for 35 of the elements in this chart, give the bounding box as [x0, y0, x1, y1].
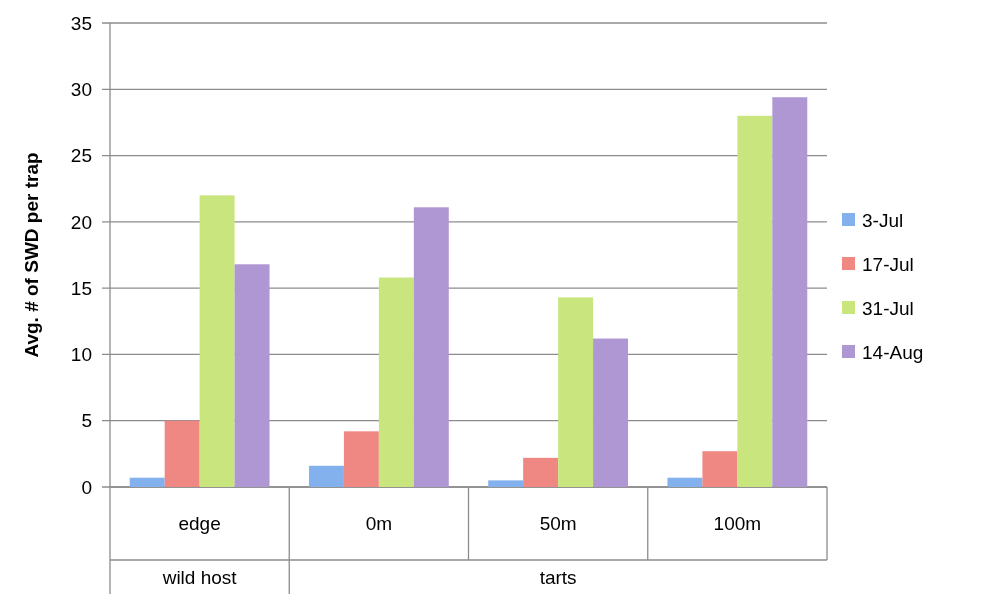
bar — [378, 277, 414, 487]
bar — [558, 297, 594, 487]
x-tick-label: 100m — [713, 513, 762, 534]
legend-label: 14-Aug — [862, 341, 924, 363]
bar — [737, 115, 773, 487]
bar — [234, 264, 270, 487]
text: wild host — [161, 567, 238, 588]
legend-label: 3-Jul — [862, 209, 904, 231]
x-tick-label: 50m — [539, 513, 577, 534]
y-tick-label: 35 — [70, 12, 92, 34]
bar — [772, 97, 808, 487]
y-tick-label: 5 — [81, 410, 92, 432]
y-tick-label: 20 — [70, 211, 92, 233]
bar — [488, 480, 524, 487]
y-tick-label: 30 — [70, 78, 92, 100]
y-tick-label: 15 — [70, 277, 92, 299]
bar — [593, 338, 629, 487]
legend-label: 17-Jul — [862, 253, 914, 275]
legend-label: 31-Jul — [862, 297, 914, 319]
bar — [667, 477, 703, 487]
y-tick-label: 0 — [81, 476, 92, 498]
bar — [199, 195, 235, 487]
bar — [523, 457, 559, 487]
x-tick-label: 0m — [365, 513, 393, 534]
y-axis-title: Avg. # of SWD per trap — [21, 152, 42, 358]
x-tick-label: edge — [178, 513, 221, 534]
bar — [164, 420, 200, 487]
y-tick-label: 25 — [70, 145, 92, 167]
bar — [413, 207, 449, 487]
y-tick-label: 10 — [70, 344, 92, 366]
bar — [343, 431, 379, 487]
bar — [308, 465, 344, 487]
text: tarts — [539, 567, 577, 588]
bar — [702, 451, 738, 487]
bar — [129, 477, 165, 487]
